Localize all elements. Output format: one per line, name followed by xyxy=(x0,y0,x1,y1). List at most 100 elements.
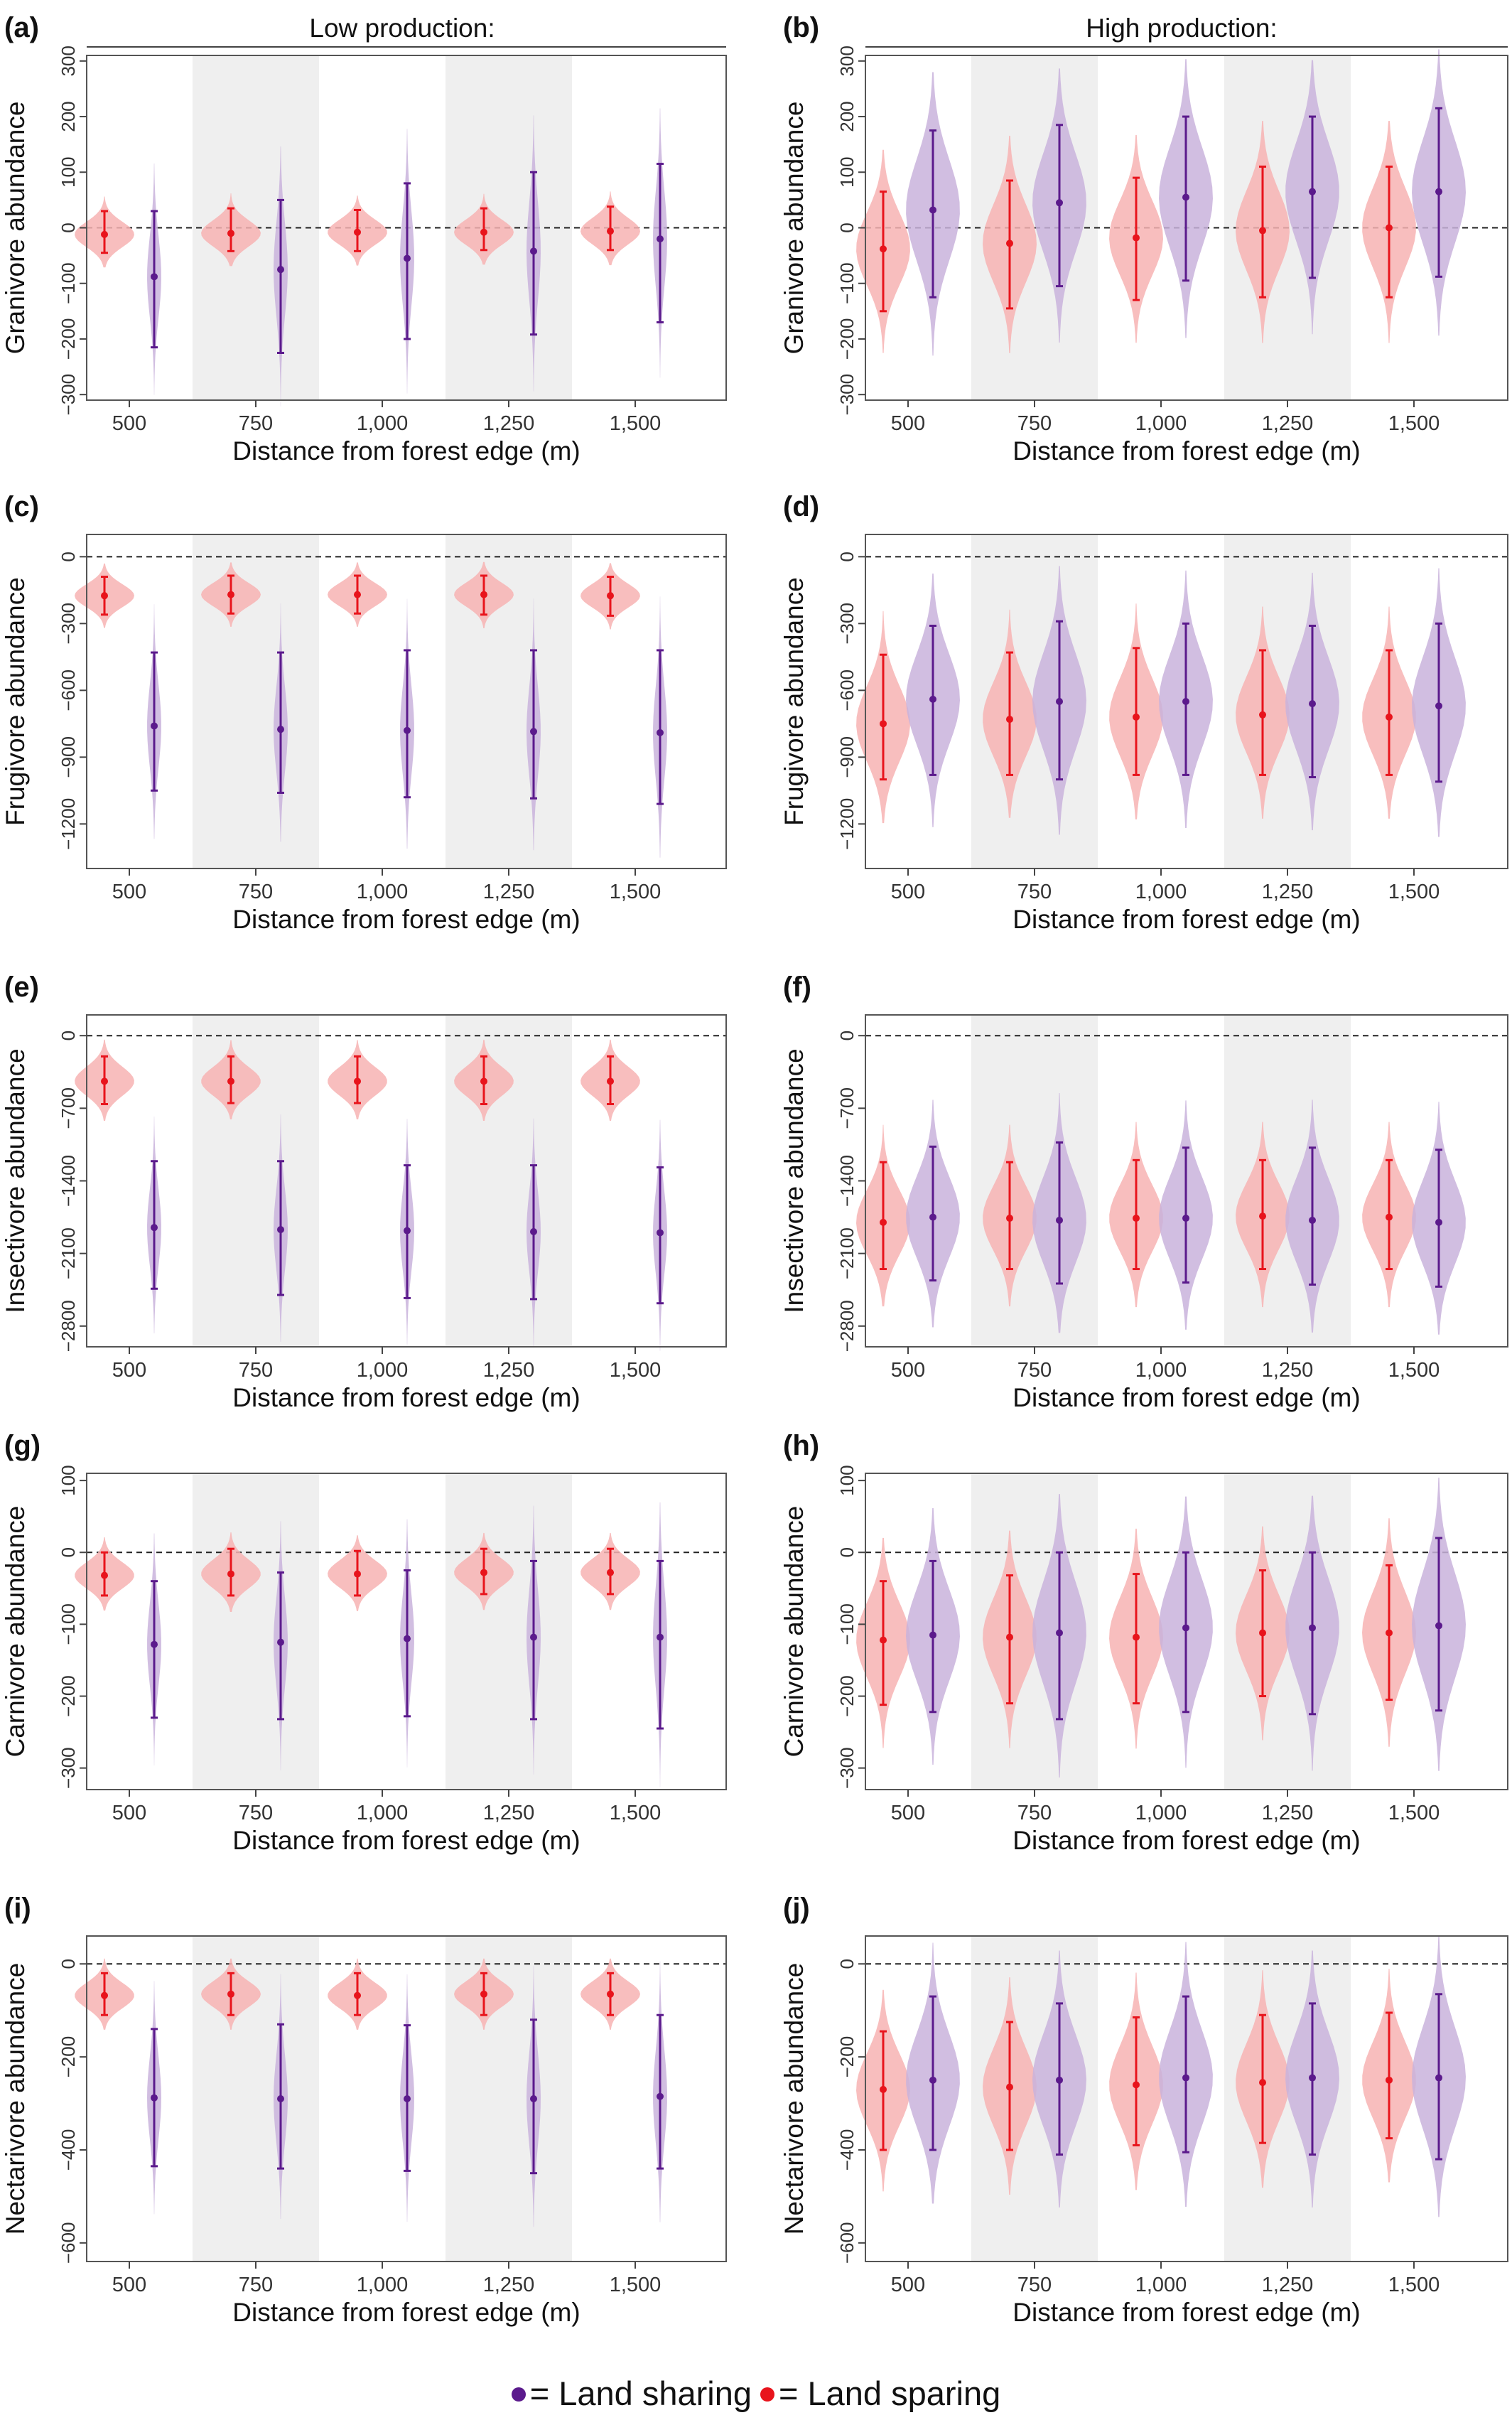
x-tick-label: 750 xyxy=(1017,412,1052,435)
x-tick-label: 1,500 xyxy=(610,412,662,435)
y-tick-label: −600 xyxy=(836,669,858,711)
x-tick-label: 750 xyxy=(1017,2274,1052,2296)
median-point xyxy=(657,235,664,243)
median-point xyxy=(1259,711,1266,719)
y-tick-label: −300 xyxy=(58,374,79,416)
y-tick-label: 0 xyxy=(58,552,79,561)
median-point xyxy=(277,726,284,733)
x-tick-label: 1,500 xyxy=(1388,1359,1440,1382)
x-axis-label: Distance from forest edge (m) xyxy=(232,905,580,934)
y-axis-label: Granivore abundance xyxy=(1,102,30,355)
panel-letter: (a) xyxy=(4,12,39,43)
x-tick-label: 500 xyxy=(891,1359,925,1382)
x-tick-label: 1,250 xyxy=(483,1802,535,1824)
chart-panel-i: 0 −200 −400 −600 500 750 1,000 1,250 1,500 Distan… xyxy=(1,1893,727,2327)
x-tick-label: 1,000 xyxy=(357,412,409,435)
median-point xyxy=(1182,1624,1189,1632)
median-point xyxy=(354,1570,361,1578)
shaded-band xyxy=(446,1015,572,1347)
y-tick-label: −700 xyxy=(58,1087,79,1129)
y-axis-label: Insectivore abundance xyxy=(1,1048,30,1313)
median-point xyxy=(929,695,936,703)
median-point xyxy=(404,2095,411,2102)
median-point xyxy=(1309,2074,1316,2082)
median-point xyxy=(1259,1629,1266,1637)
x-tick-label: 1,500 xyxy=(610,1359,662,1382)
x-tick-label: 750 xyxy=(239,2274,273,2296)
y-tick-label: −900 xyxy=(836,736,858,778)
x-tick-label: 1,250 xyxy=(1262,881,1314,903)
x-tick-label: 1,500 xyxy=(610,881,662,903)
column-title-high: High production: xyxy=(1086,14,1277,43)
y-tick-label: 300 xyxy=(58,45,79,76)
median-point xyxy=(1056,698,1063,705)
median-point xyxy=(227,1570,234,1578)
median-point xyxy=(404,1635,411,1642)
median-point xyxy=(227,591,234,598)
median-point xyxy=(607,1077,614,1085)
y-tick-label: −600 xyxy=(58,669,79,711)
median-point xyxy=(151,273,158,281)
x-axis-label: Distance from forest edge (m) xyxy=(232,1826,580,1855)
y-tick-label: 0 xyxy=(58,222,79,232)
median-point xyxy=(404,254,411,262)
median-point xyxy=(277,2095,284,2102)
x-axis-label: Distance from forest edge (m) xyxy=(232,1383,580,1412)
median-point xyxy=(1133,1215,1140,1222)
median-point xyxy=(530,728,537,736)
x-tick-label: 500 xyxy=(112,412,146,435)
y-tick-label: −1400 xyxy=(58,1155,79,1207)
y-tick-label: −400 xyxy=(836,2129,858,2171)
sharing-color-dot xyxy=(511,2387,526,2402)
median-point xyxy=(1182,193,1189,201)
x-tick-label: 500 xyxy=(891,2274,925,2296)
x-tick-label: 500 xyxy=(891,412,925,435)
x-tick-label: 1,250 xyxy=(1262,412,1314,435)
median-point xyxy=(1259,227,1266,235)
y-tick-label: −100 xyxy=(836,1603,858,1645)
legend-sharing-label: = Land sharing xyxy=(529,2375,752,2412)
legend: = Land sharing = Land sparing xyxy=(0,2374,1512,2413)
median-point xyxy=(880,1218,887,1226)
median-point xyxy=(1182,698,1189,705)
y-tick-label: 300 xyxy=(836,45,858,76)
median-point xyxy=(657,1229,664,1237)
y-axis-label: Frugivore abundance xyxy=(779,577,809,826)
x-axis-label: Distance from forest edge (m) xyxy=(232,436,580,466)
chart-panel-f: 0 −700 −1400 −2100 −2800 500 750 1,000 1,250 1,50… xyxy=(779,972,1508,1412)
median-point xyxy=(151,1640,158,1648)
x-tick-label: 1,500 xyxy=(610,1802,662,1824)
y-tick-label: 0 xyxy=(58,1031,79,1040)
y-tick-label: −2800 xyxy=(58,1300,79,1352)
median-point xyxy=(530,1633,537,1641)
shaded-band xyxy=(193,1015,319,1347)
shaded-band xyxy=(446,1473,572,1790)
x-tick-label: 750 xyxy=(1017,881,1052,903)
median-point xyxy=(1056,199,1063,207)
y-tick-label: 100 xyxy=(58,157,79,188)
shaded-band xyxy=(193,1473,319,1790)
plot-frame xyxy=(86,1935,727,2262)
y-tick-label: −300 xyxy=(58,603,79,645)
panel-letter: (j) xyxy=(783,1893,810,1924)
chart-panel-h: 100 0 −100 −200 −300 500 750 1,000 1,250 1,500 Dis… xyxy=(779,1430,1508,1855)
median-point xyxy=(1386,224,1393,232)
x-tick-label: 1,500 xyxy=(1388,2274,1440,2296)
median-point xyxy=(480,228,487,236)
chart-panel-c: 0 −300 −600 −900 −1200 500 750 1,000 1,250 1,500 D… xyxy=(1,491,727,934)
plot-frame xyxy=(86,534,727,869)
x-tick-label: 1,250 xyxy=(483,881,535,903)
median-point xyxy=(1259,2079,1266,2087)
panels: 300 200 100 0 −100 −200 −300 500 750 1,000 1,250 1,… xyxy=(1,12,1508,2327)
x-tick-label: 1,250 xyxy=(483,2274,535,2296)
chart-panel-j: 0 −200 −400 −600 500 750 1,000 1,250 1,500 Distan… xyxy=(779,1893,1508,2327)
plot-frame xyxy=(86,1473,727,1790)
y-tick-label: −2800 xyxy=(836,1300,858,1352)
shaded-band xyxy=(1224,1015,1351,1347)
x-tick-label: 1,500 xyxy=(1388,881,1440,903)
y-tick-label: −200 xyxy=(58,2036,79,2078)
median-point xyxy=(1133,1633,1140,1641)
shaded-band xyxy=(971,1015,1098,1347)
median-point xyxy=(1133,234,1140,242)
